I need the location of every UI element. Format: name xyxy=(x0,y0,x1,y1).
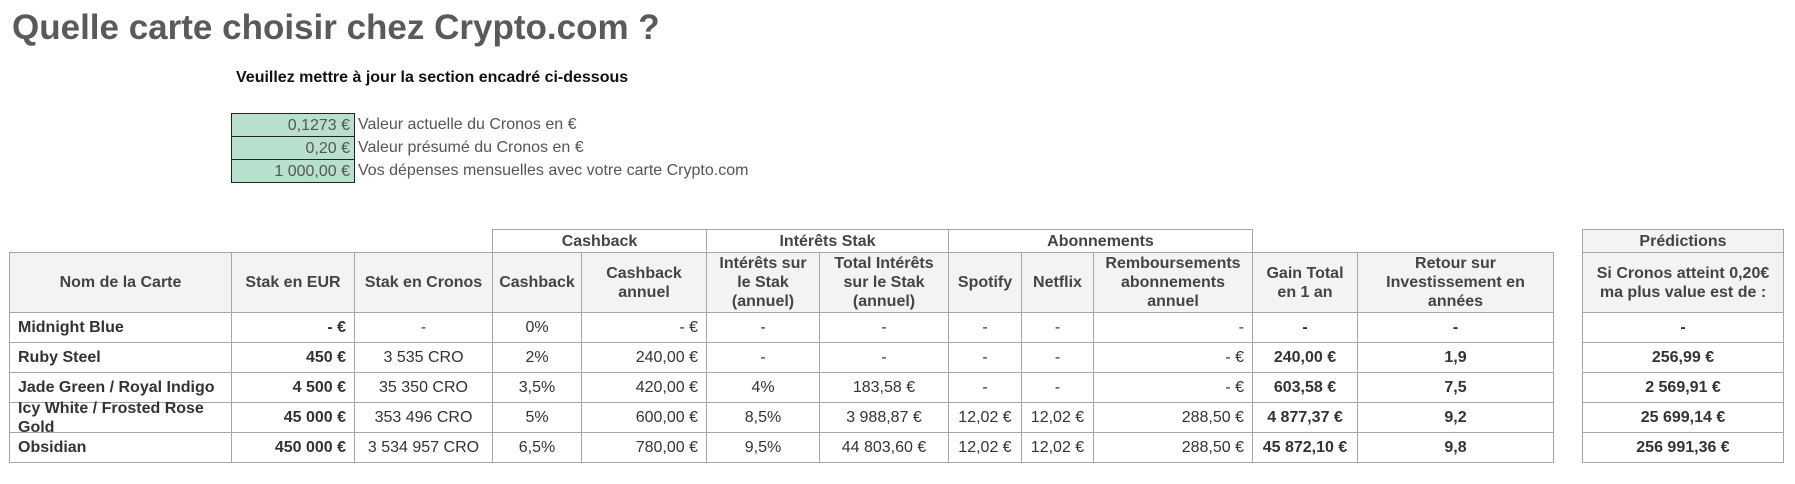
table-cell: - xyxy=(819,312,949,343)
table-cell: 183,58 € xyxy=(819,372,949,403)
table-cell: 9,5% xyxy=(706,432,820,463)
table-cell: 7,5 xyxy=(1357,372,1554,403)
table-cell: - xyxy=(1021,312,1094,343)
table-cell: 240,00 € xyxy=(1252,342,1358,373)
table-cell: 3,5% xyxy=(492,372,582,403)
table-cell: Ruby Steel xyxy=(9,342,232,373)
table-cell: 4 877,37 € xyxy=(1252,402,1358,433)
table-cell: 2% xyxy=(492,342,582,373)
input-label: Valeur actuelle du Cronos en € xyxy=(358,116,577,133)
column-header: Spotify xyxy=(948,252,1022,313)
table-cell: 3 535 CRO xyxy=(354,342,493,373)
group-header: Intérêts Stak xyxy=(706,229,949,253)
table-cell: - xyxy=(948,372,1022,403)
input-label: Vos dépenses mensuelles avec votre carte… xyxy=(358,162,749,179)
table-cell: - xyxy=(948,342,1022,373)
title: Quelle carte choisir chez Crypto.com ? xyxy=(12,8,660,47)
table-cell: - € xyxy=(581,312,707,343)
table-cell: - xyxy=(706,312,820,343)
column-header: Gain Total en 1 an xyxy=(1252,252,1358,313)
table-cell: Icy White / Frosted Rose Gold xyxy=(9,400,232,436)
column-header: Si Cronos atteint 0,20€ ma plus value es… xyxy=(1582,252,1784,313)
table-cell: - € xyxy=(231,312,355,343)
table-cell: 45 000 € xyxy=(231,402,355,433)
group-header: Abonnements xyxy=(948,229,1253,253)
table-cell: 3 534 957 CRO xyxy=(354,432,493,463)
table-cell: 45 872,10 € xyxy=(1252,432,1358,463)
group-header: Prédictions xyxy=(1582,229,1784,253)
table-cell: - xyxy=(1093,312,1253,343)
column-header: Remboursements abonnements annuel xyxy=(1093,252,1253,313)
input-cell: 0,20 € xyxy=(231,136,355,160)
column-header: Nom de la Carte xyxy=(9,252,232,313)
table-cell: 5% xyxy=(492,402,582,433)
table-cell: 12,02 € xyxy=(948,432,1022,463)
table-cell: - xyxy=(1021,372,1094,403)
column-header: Netflix xyxy=(1021,252,1094,313)
column-header: Stak en EUR xyxy=(231,252,355,313)
column-header: Total Intérêts sur le Stak (annuel) xyxy=(819,252,949,313)
input-cell: 0,1273 € xyxy=(231,113,355,137)
prediction-cell: - xyxy=(1582,312,1784,343)
table-cell: 8,5% xyxy=(706,402,820,433)
table-cell: 3 988,87 € xyxy=(819,402,949,433)
table-cell: 12,02 € xyxy=(1021,432,1094,463)
table-cell: - xyxy=(948,312,1022,343)
table-cell: - xyxy=(1252,312,1358,343)
table-cell: - € xyxy=(1093,372,1253,403)
table-cell: 44 803,60 € xyxy=(819,432,949,463)
table-cell: 12,02 € xyxy=(1021,402,1094,433)
table-cell: 450 000 € xyxy=(231,432,355,463)
prediction-cell: 256,99 € xyxy=(1582,342,1784,373)
table-cell: - xyxy=(1021,342,1094,373)
column-header: Stak en Cronos xyxy=(354,252,493,313)
prediction-cell: 2 569,91 € xyxy=(1582,372,1784,403)
table-cell: Obsidian xyxy=(9,432,232,463)
table-cell: 6,5% xyxy=(492,432,582,463)
prediction-cell: 25 699,14 € xyxy=(1582,402,1784,433)
table-cell: 4 500 € xyxy=(231,372,355,403)
table-cell: - xyxy=(1357,312,1554,343)
table-cell: 780,00 € xyxy=(581,432,707,463)
table-cell: 240,00 € xyxy=(581,342,707,373)
table-cell: - xyxy=(354,312,493,343)
table-cell: 450 € xyxy=(231,342,355,373)
table-cell: Midnight Blue xyxy=(9,312,232,343)
table-cell: 1,9 xyxy=(1357,342,1554,373)
table-cell: 288,50 € xyxy=(1093,432,1253,463)
column-header: Intérêts sur le Stak (annuel) xyxy=(706,252,820,313)
table-cell: - xyxy=(819,342,949,373)
column-header: Cashback xyxy=(492,252,582,313)
instruction: Veuillez mettre à jour la section encadr… xyxy=(236,69,629,86)
table-cell: 603,58 € xyxy=(1252,372,1358,403)
column-header: Retour sur Investissement en années xyxy=(1357,252,1554,313)
table-cell: 35 350 CRO xyxy=(354,372,493,403)
table-cell: 4% xyxy=(706,372,820,403)
input-label: Valeur présumé du Cronos en € xyxy=(358,139,584,156)
group-header: Cashback xyxy=(492,229,707,253)
table-cell: 0% xyxy=(492,312,582,343)
prediction-cell: 256 991,36 € xyxy=(1582,432,1784,463)
table-cell: 12,02 € xyxy=(948,402,1022,433)
column-header: Cashback annuel xyxy=(581,252,707,313)
table-cell: 420,00 € xyxy=(581,372,707,403)
table-cell: 9,8 xyxy=(1357,432,1554,463)
input-cell: 1 000,00 € xyxy=(231,159,355,183)
table-cell: 9,2 xyxy=(1357,402,1554,433)
table-cell: - xyxy=(706,342,820,373)
table-cell: 288,50 € xyxy=(1093,402,1253,433)
table-cell: 353 496 CRO xyxy=(354,402,493,433)
table-cell: - € xyxy=(1093,342,1253,373)
table-cell: 600,00 € xyxy=(581,402,707,433)
